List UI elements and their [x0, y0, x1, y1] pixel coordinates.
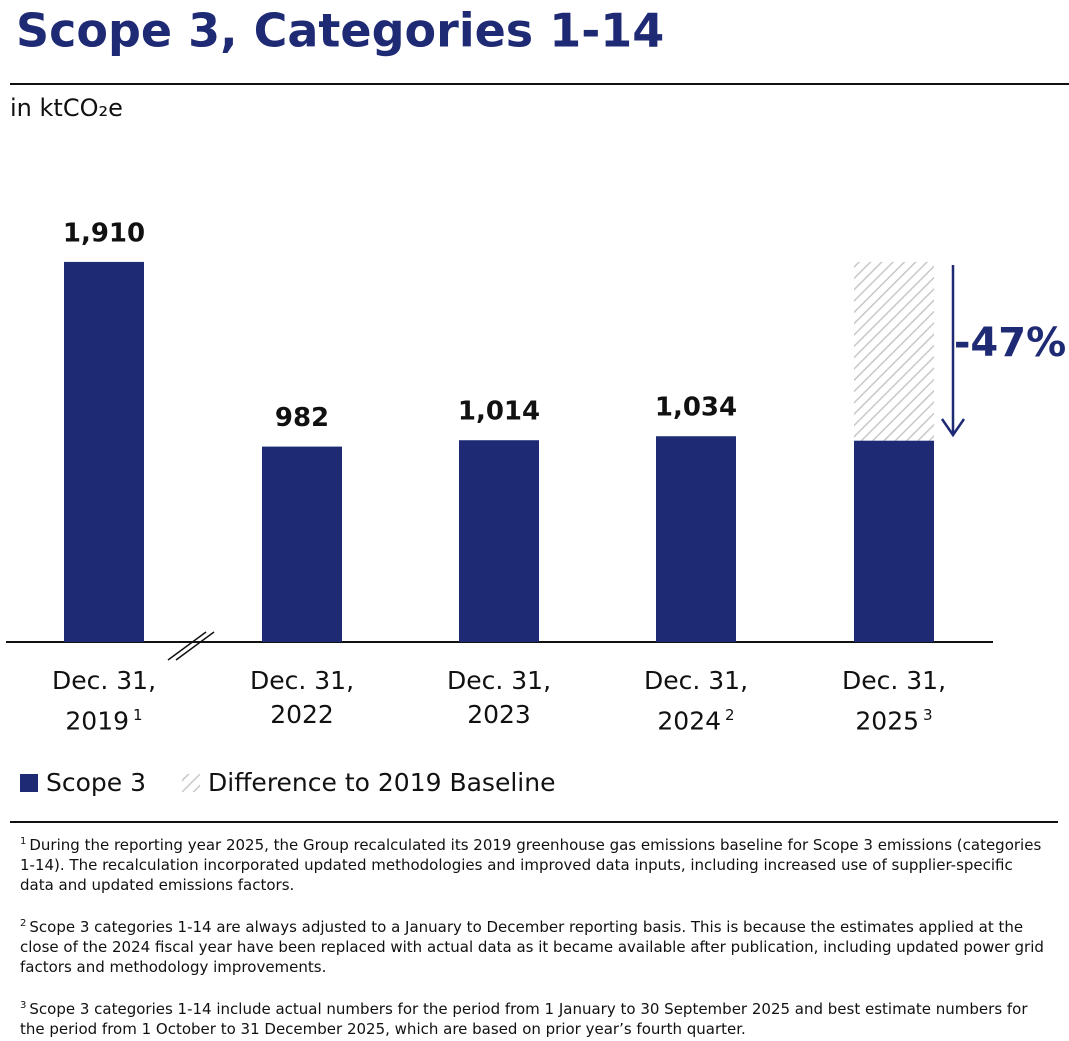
- x-tick-label: Dec. 31, 2019 1: [39, 664, 169, 738]
- x-tick-text: Dec. 31, 2024: [643, 666, 749, 736]
- footnote: 3 Scope 3 categories 1-14 include actual …: [20, 996, 1050, 1039]
- legend-label: Difference to 2019 Baseline: [208, 768, 555, 797]
- footnote-mark: 1: [20, 836, 27, 847]
- footnotes: 1 During the reporting year 2025, the Gro…: [20, 832, 1050, 1041]
- axis-break: [167, 631, 207, 661]
- annotation: -47%: [954, 320, 1066, 366]
- x-tick-label: Dec. 31, 2023: [434, 664, 564, 732]
- footnote-mark: 3: [20, 1000, 27, 1011]
- legend-label: Scope 3: [46, 768, 146, 797]
- bar: [854, 440, 934, 642]
- legend-swatch: [182, 774, 201, 792]
- footnote-mark: 2: [20, 918, 27, 929]
- x-tick-text: Dec. 31, 2025: [841, 666, 947, 736]
- axis-break: [175, 631, 215, 661]
- bar: [656, 436, 736, 642]
- bar: [854, 261, 934, 441]
- bar: [459, 440, 539, 642]
- x-tick-text: Dec. 31, 2022: [249, 666, 355, 729]
- value-label: 1,014: [458, 397, 540, 427]
- footnote-mark: 2: [725, 706, 735, 724]
- legend-swatch: [20, 774, 38, 792]
- bar: [262, 446, 342, 642]
- footnote-mark: 1: [133, 706, 143, 724]
- footnote: 2 Scope 3 categories 1-14 are always adju…: [20, 914, 1050, 977]
- footnote-text: Scope 3 categories 1-14 include actual n…: [20, 1000, 1028, 1038]
- x-tick-label: Dec. 31, 2022: [237, 664, 367, 732]
- x-tick-label: Dec. 31, 2024 2: [631, 664, 761, 738]
- chart-title: Scope 3, Categories 1-14: [16, 4, 664, 58]
- subtitle: in ktCO₂e: [10, 94, 123, 122]
- reduction-arrow-head: [940, 418, 966, 438]
- x-tick-text: Dec. 31, 2023: [446, 666, 552, 729]
- value-label: 982: [275, 403, 329, 433]
- footnote-text: During the reporting year 2025, the Grou…: [20, 836, 1042, 894]
- bar: [64, 261, 144, 642]
- footnote-mark: 3: [923, 706, 933, 724]
- value-label: 1,910: [63, 218, 145, 248]
- x-tick-label: Dec. 31, 2025 3: [829, 664, 959, 738]
- footnote-text: Scope 3 categories 1-14 are always adjus…: [20, 918, 1044, 976]
- x-tick-text: Dec. 31, 2019: [51, 666, 157, 736]
- footnote: 1 During the reporting year 2025, the Gro…: [20, 832, 1050, 895]
- value-label: 1,034: [655, 393, 737, 423]
